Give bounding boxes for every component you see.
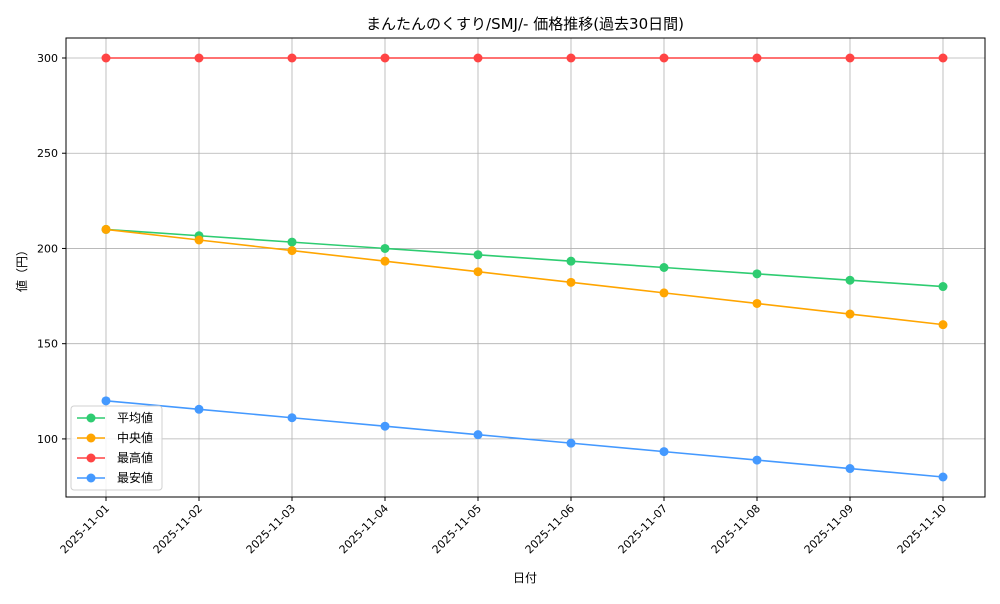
data-point [287, 237, 297, 247]
legend-marker [86, 433, 96, 443]
grid [66, 38, 985, 497]
data-point [938, 53, 948, 63]
legend-label: 平均値 [117, 410, 153, 425]
y-tick-label: 200 [37, 242, 58, 255]
x-tick-label: 2025-11-05 [430, 502, 484, 556]
data-point [659, 447, 669, 457]
data-point [287, 246, 297, 256]
data-point [380, 256, 390, 266]
x-axis: 2025-11-01 2025-11-02 2025-11-03 2025-11-04… [58, 497, 949, 556]
x-tick-label: 2025-11-08 [709, 502, 763, 556]
data-point [566, 277, 576, 287]
chart-title: まんたんのくすり/SMJ/- 価格推移(過去30日間) [366, 15, 684, 33]
legend-box [70, 405, 163, 491]
series-3 [101, 53, 948, 63]
data-point [752, 269, 762, 279]
data-point [194, 404, 204, 414]
x-tick-label: 2025-11-02 [151, 502, 205, 556]
data-point [845, 53, 855, 63]
data-point [845, 275, 855, 285]
legend-marker [86, 413, 96, 423]
x-tick-label: 2025-11-03 [244, 502, 298, 556]
data-point [194, 53, 204, 63]
series-group [101, 53, 948, 482]
data-point [473, 430, 483, 440]
data-point [566, 438, 576, 448]
legend-label: 最安値 [117, 470, 153, 485]
x-tick-label: 2025-11-04 [337, 502, 391, 556]
y-tick-label: 150 [37, 338, 58, 351]
data-point [938, 282, 948, 292]
x-tick-label: 2025-11-01 [58, 502, 112, 556]
x-tick-label: 2025-11-10 [895, 502, 949, 556]
data-point [287, 53, 297, 63]
data-point [752, 298, 762, 308]
data-point [938, 472, 948, 482]
series-line [105, 228, 944, 288]
data-point [473, 250, 483, 260]
data-point [473, 267, 483, 277]
data-point [845, 464, 855, 474]
legend-item: 最安値 [77, 470, 153, 485]
y-tick-label: 100 [37, 433, 58, 446]
data-point [659, 288, 669, 298]
x-tick-label: 2025-11-09 [802, 502, 856, 556]
y-tick-label: 300 [37, 52, 58, 65]
y-axis-label: 値（円） [14, 244, 29, 292]
x-tick-label: 2025-11-06 [523, 502, 577, 556]
data-point [566, 53, 576, 63]
series-4 [101, 396, 948, 482]
legend-label: 最高値 [117, 450, 153, 465]
data-point [566, 256, 576, 266]
x-axis-label: 日付 [513, 571, 537, 585]
data-point [938, 320, 948, 330]
series-line [105, 228, 944, 326]
data-point [101, 224, 111, 234]
data-point [659, 53, 669, 63]
data-point [380, 421, 390, 431]
series-line [105, 400, 944, 478]
data-point [101, 53, 111, 63]
plot-frame [65, 37, 986, 498]
legend-marker [86, 453, 96, 463]
series-2 [101, 224, 948, 330]
legend-label: 中央値 [117, 430, 153, 445]
y-axis: 100 150 200 250 300 [37, 52, 66, 446]
data-point [752, 455, 762, 465]
y-tick-label: 250 [37, 147, 58, 160]
data-point [101, 396, 111, 406]
legend-item: 中央値 [77, 430, 153, 445]
legend-marker [86, 473, 96, 483]
data-point [752, 53, 762, 63]
data-point [659, 263, 669, 272]
data-point [380, 53, 390, 63]
data-point [194, 235, 204, 245]
legend-item: 最高値 [77, 450, 153, 465]
data-point [287, 413, 297, 423]
data-point [380, 243, 390, 253]
legend-item: 平均値 [77, 410, 153, 425]
data-point [845, 309, 855, 319]
series-1 [101, 224, 948, 292]
x-tick-label: 2025-11-07 [616, 502, 670, 556]
data-point [473, 53, 483, 63]
